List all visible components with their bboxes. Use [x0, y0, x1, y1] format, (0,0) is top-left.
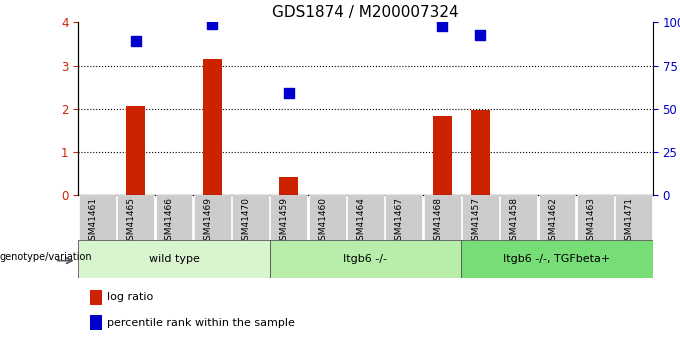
FancyBboxPatch shape [539, 195, 575, 240]
FancyBboxPatch shape [194, 195, 231, 240]
Text: percentile rank within the sample: percentile rank within the sample [107, 318, 295, 328]
Text: GSM41461: GSM41461 [88, 197, 97, 246]
Bar [126, 106, 146, 195]
Text: genotype/variation: genotype/variation [0, 252, 92, 262]
FancyBboxPatch shape [424, 195, 460, 240]
Bar [203, 59, 222, 195]
Text: GSM41470: GSM41470 [241, 197, 250, 246]
Text: GSM41465: GSM41465 [126, 197, 135, 246]
Text: GSM41471: GSM41471 [625, 197, 634, 246]
FancyBboxPatch shape [156, 195, 192, 240]
Point [130, 38, 141, 43]
Text: GSM41463: GSM41463 [586, 197, 595, 246]
Text: GSM41467: GSM41467 [395, 197, 404, 246]
Text: Itgb6 -/-, TGFbeta+: Itgb6 -/-, TGFbeta+ [503, 254, 611, 264]
Title: GDS1874 / M200007324: GDS1874 / M200007324 [272, 5, 459, 20]
Point [284, 90, 294, 95]
Text: GSM41458: GSM41458 [510, 197, 519, 246]
Text: Itgb6 -/-: Itgb6 -/- [343, 254, 388, 264]
FancyBboxPatch shape [577, 195, 614, 240]
FancyBboxPatch shape [386, 195, 422, 240]
Text: GSM41466: GSM41466 [165, 197, 174, 246]
Text: GSM41462: GSM41462 [548, 197, 557, 246]
FancyBboxPatch shape [270, 240, 461, 278]
FancyBboxPatch shape [462, 195, 499, 240]
FancyBboxPatch shape [78, 240, 270, 278]
Point [207, 21, 218, 26]
Bar [432, 116, 452, 195]
Text: GSM41457: GSM41457 [471, 197, 480, 246]
Bar [279, 177, 299, 195]
Text: GSM41464: GSM41464 [356, 197, 365, 246]
Text: wild type: wild type [148, 254, 199, 264]
Text: GSM41468: GSM41468 [433, 197, 442, 246]
Point [475, 32, 486, 38]
FancyBboxPatch shape [232, 195, 269, 240]
FancyBboxPatch shape [461, 240, 653, 278]
Text: GSM41469: GSM41469 [203, 197, 212, 246]
FancyBboxPatch shape [309, 195, 345, 240]
Point [437, 23, 447, 29]
Text: GSM41459: GSM41459 [280, 197, 289, 246]
Text: log ratio: log ratio [107, 292, 153, 302]
FancyBboxPatch shape [117, 195, 154, 240]
Bar [90, 315, 102, 330]
FancyBboxPatch shape [347, 195, 384, 240]
FancyBboxPatch shape [615, 195, 652, 240]
Bar [90, 290, 102, 305]
Text: GSM41460: GSM41460 [318, 197, 327, 246]
Bar [471, 110, 490, 195]
FancyBboxPatch shape [271, 195, 307, 240]
FancyBboxPatch shape [79, 195, 116, 240]
FancyBboxPatch shape [500, 195, 537, 240]
